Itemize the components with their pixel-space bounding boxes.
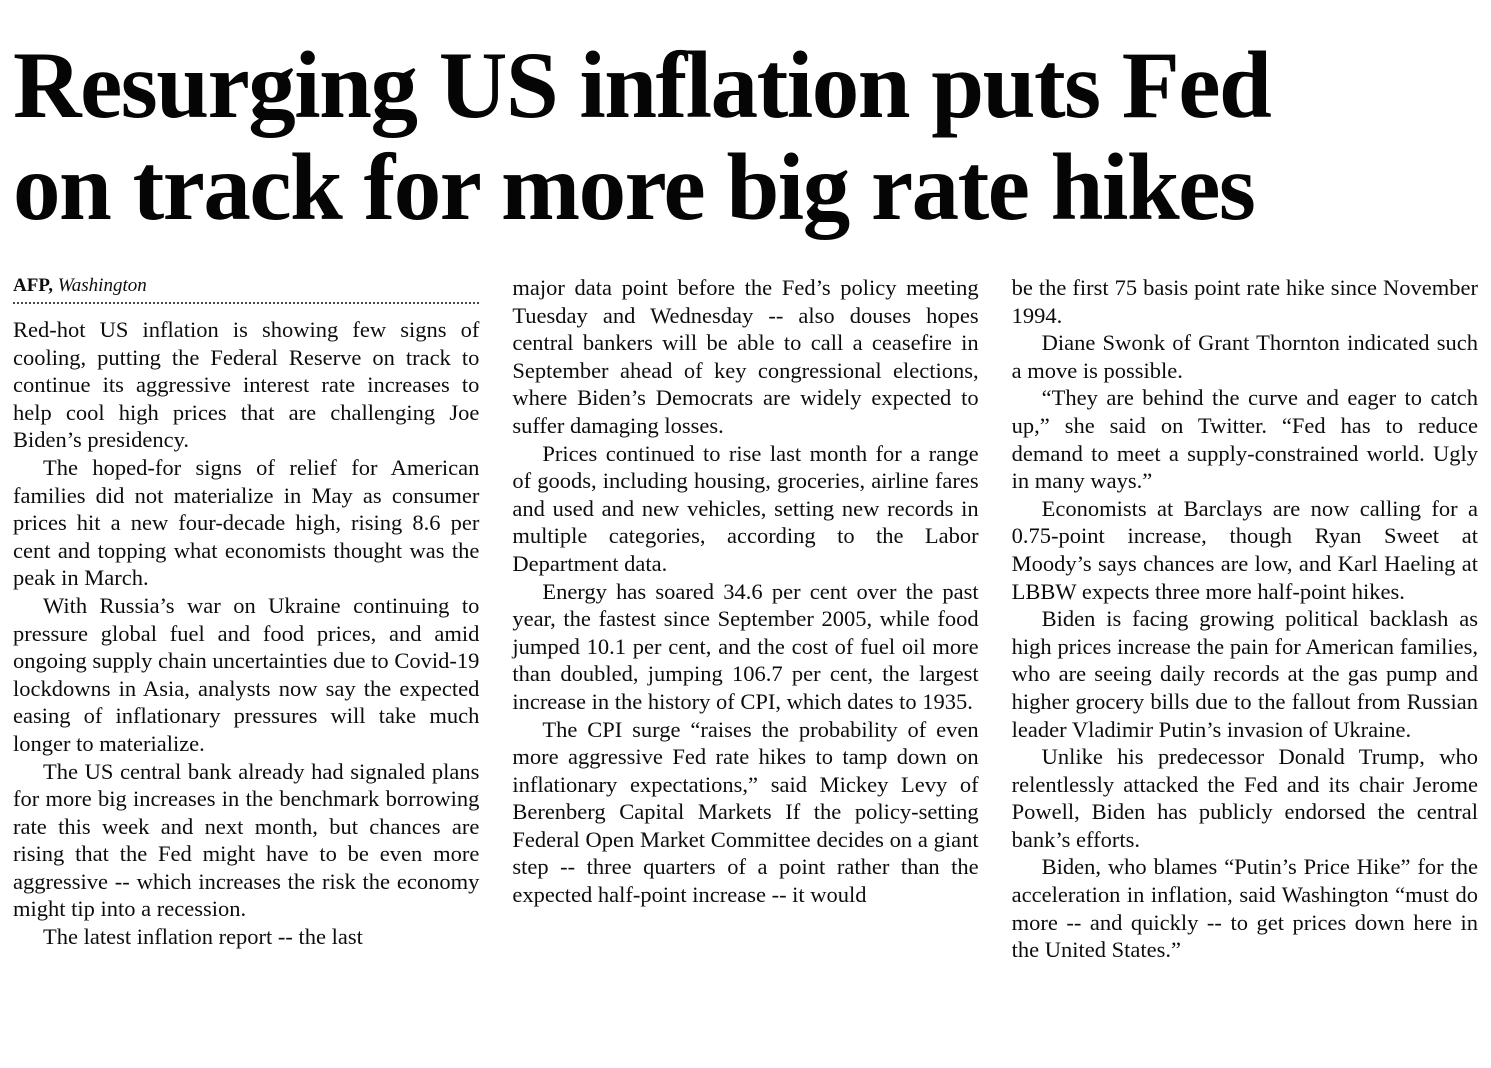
paragraph: The latest inflation report -- the last [43, 924, 363, 950]
paragraph: Unlike his predecessor Donald Trump, who… [1011, 744, 1478, 852]
article-headline: Resurging US inflation puts Fed on track… [13, 34, 1478, 238]
column-2: major data point before the Fed’s policy… [512, 274, 978, 964]
paragraph: Biden is facing growing political backla… [1011, 606, 1478, 742]
byline-agency: AFP, [13, 275, 53, 296]
paragraph: Red-hot US inflation is showing few sign… [13, 317, 480, 453]
byline-divider [13, 302, 480, 304]
paragraph: “They are behind the curve and eager to … [1011, 385, 1478, 494]
paragraph: Biden, who blames “Putin’s Price Hike” f… [1011, 854, 1478, 963]
headline-line-1: Resurging US inflation puts Fed [13, 32, 1272, 138]
paragraph: The hoped-for signs of relief for Americ… [13, 454, 480, 591]
byline: AFP, Washington [13, 274, 479, 298]
paragraph: Energy has soared 34.6 per cent over the… [512, 578, 979, 714]
byline-location: Washington [57, 275, 147, 296]
headline-line-2: on track for more big rate hikes [13, 134, 1256, 240]
paragraph: major data point before the Fed’s policy… [512, 275, 979, 438]
article-body: AFP, Washington Red-hot US inflation is … [13, 274, 1478, 964]
column-1: AFP, Washington Red-hot US inflation is … [13, 274, 480, 964]
column-3: be the first 75 basis point rate hike si… [1012, 274, 1478, 964]
paragraph: The US central bank already had signaled… [13, 758, 480, 922]
paragraph: Diane Swonk of Grant Thornton indicated … [1011, 330, 1478, 383]
paragraph: The CPI surge “raises the probability of… [512, 716, 979, 908]
paragraph: Prices continued to rise last month for … [512, 440, 979, 576]
paragraph: With Russia’s war on Ukraine continuing … [13, 592, 480, 756]
paragraph: be the first 75 basis point rate hike si… [1011, 275, 1478, 328]
paragraph: Economists at Barclays are now calling f… [1011, 495, 1478, 604]
